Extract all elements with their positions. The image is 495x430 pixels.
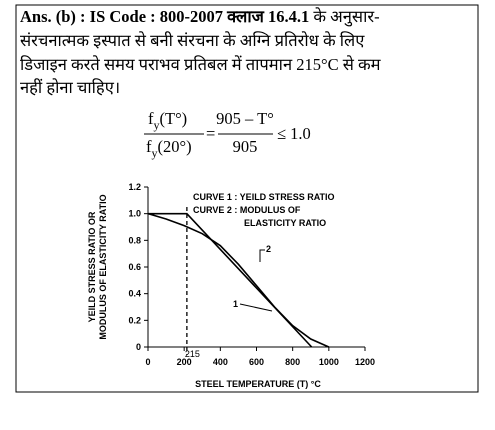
answer-line: संरचनात्मक इस्पात से बनी संरचना के अग्नि… (20, 31, 365, 50)
formula-part: (20°) (158, 137, 192, 156)
formula-sub: y (154, 118, 160, 132)
legend-text: CURVE 1 : YEILD STRESS RATIO (193, 192, 335, 202)
x-tick-label: 0 (145, 357, 150, 367)
formula-part: (T°) (160, 109, 188, 128)
formula-part: f (148, 109, 154, 128)
legend-text: ELASTICITY RATIO (244, 218, 326, 228)
y-tick-label: 1.2 (128, 182, 141, 192)
x-tick-label: 600 (249, 357, 264, 367)
legend-text: CURVE 2 : MODULUS OF (193, 205, 301, 215)
y-tick-label: 0.2 (128, 315, 141, 325)
answer-box (15, 4, 479, 393)
x-tick-label: 800 (285, 357, 300, 367)
answer-line: डिजाइन करते समय पराभव प्रतिबल में तापमान… (20, 55, 382, 74)
y-tick-label: 1.0 (128, 209, 141, 219)
x-tick-label: 400 (213, 357, 228, 367)
y-axis-title: MODULUS OF ELASTICITY RATIO (98, 194, 108, 339)
figure: CURVE 1 : YEILD STRESS RATIO CURVE 2 : M… (87, 182, 375, 389)
formula: fy(T°) fy(20°) = 905 – T° 905 ≤ 1.0 (144, 109, 311, 160)
curve-label: 2 (266, 244, 271, 254)
formula-part: 905 (233, 137, 258, 156)
answer-line: नहीं होना चाहिए। (20, 78, 120, 97)
answer-line: Ans. (b) : IS Code : 800-2007 क्लाज 16.4… (20, 7, 380, 27)
formula-part: fy(20°) (146, 137, 192, 160)
answer-text: के अनुसार- (309, 7, 379, 27)
marker-label: 215 (185, 349, 200, 359)
x-tick-label: 200 (177, 357, 192, 367)
formula-part: f (146, 137, 152, 156)
y-axis-title: YEILD STRESS RATIO OR (87, 211, 97, 322)
y-tick-label: 0.4 (128, 289, 141, 299)
curve (148, 212, 313, 348)
x-tick-label: 1200 (355, 357, 375, 367)
curve (147, 212, 330, 348)
x-tick-label: 1000 (319, 357, 339, 367)
x-axis-title: STEEL TEMPERATURE (T) °C (195, 379, 321, 389)
formula-sub: y (152, 146, 158, 160)
formula-part: fy(T°) (148, 109, 187, 132)
y-tick-label: 0.8 (128, 235, 141, 245)
answer-lead: Ans. (b) : IS Code : 800-2007 क्लाज 16.4… (20, 7, 309, 26)
y-tick-label: 0.6 (128, 262, 141, 272)
curve-pointer (259, 249, 265, 262)
formula-part: ≤ 1.0 (277, 124, 311, 143)
formula-eq: = (206, 124, 215, 143)
y-tick-label: 0 (136, 342, 141, 352)
formula-part: 905 – T° (216, 109, 274, 128)
curve-label: 1 (233, 299, 238, 309)
curve-pointer (239, 303, 273, 312)
